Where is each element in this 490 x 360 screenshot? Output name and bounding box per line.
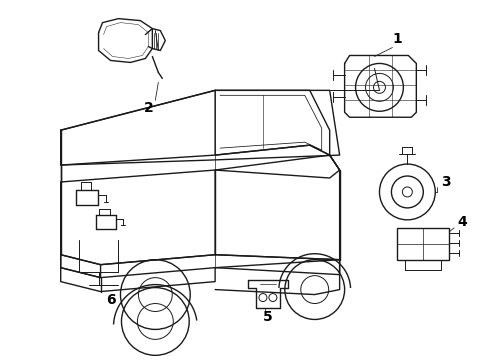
Bar [397, 228, 449, 260]
Text: 5: 5 [263, 310, 273, 324]
Text: 2: 2 [144, 101, 153, 115]
Text: 6: 6 [106, 293, 115, 306]
Text: 1: 1 [392, 32, 402, 46]
Text: 3: 3 [441, 175, 451, 189]
Text: 4: 4 [457, 215, 467, 229]
